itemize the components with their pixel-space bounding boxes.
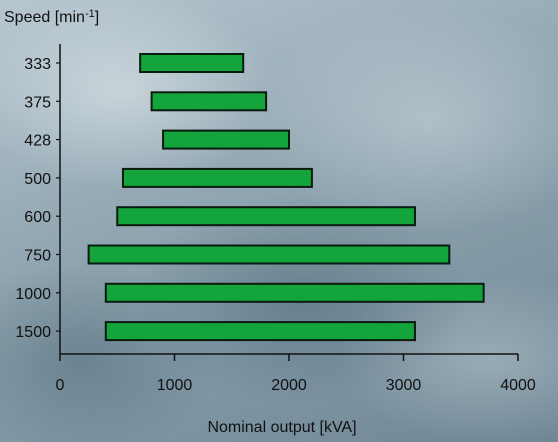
y-axis-title-end: ] xyxy=(95,9,99,26)
y-ticks-group: 333 375 428 500 600 750 1000 1500 xyxy=(15,56,60,341)
y-tick-label: 375 xyxy=(24,94,51,111)
bar-speed-1000 xyxy=(104,282,485,303)
x-axis-title: Nominal output [kVA] xyxy=(207,419,356,436)
bar-speed-428 xyxy=(162,129,290,150)
bar-speed-375 xyxy=(150,91,268,112)
y-tick-label: 600 xyxy=(24,209,51,226)
x-ticks-group: 0 1000 2000 3000 4000 xyxy=(56,354,536,394)
x-tick-label: 2000 xyxy=(271,377,307,394)
bar-speed-333 xyxy=(139,53,245,73)
y-axis-title: Speed [min-1] xyxy=(4,8,99,26)
bar-speed-500 xyxy=(121,167,313,188)
y-tick-label: 500 xyxy=(24,171,51,188)
bars-group xyxy=(87,53,485,342)
y-tick-label: 1500 xyxy=(15,324,51,341)
y-tick-label: 428 xyxy=(24,133,51,150)
y-tick-label: 333 xyxy=(24,56,51,73)
y-tick-label: 1000 xyxy=(15,286,51,303)
x-tick-label: 0 xyxy=(56,377,65,394)
x-tick-label: 4000 xyxy=(500,377,536,394)
bar-speed-1500 xyxy=(104,321,416,342)
y-axis-title-main: Speed [min xyxy=(4,9,85,26)
bar-speed-750 xyxy=(87,244,451,265)
x-tick-label: 3000 xyxy=(386,377,422,394)
y-tick-label: 750 xyxy=(24,248,51,265)
x-tick-label: 1000 xyxy=(157,377,193,394)
y-axis-title-superscript: -1 xyxy=(85,8,95,20)
bar-speed-600 xyxy=(116,206,416,227)
